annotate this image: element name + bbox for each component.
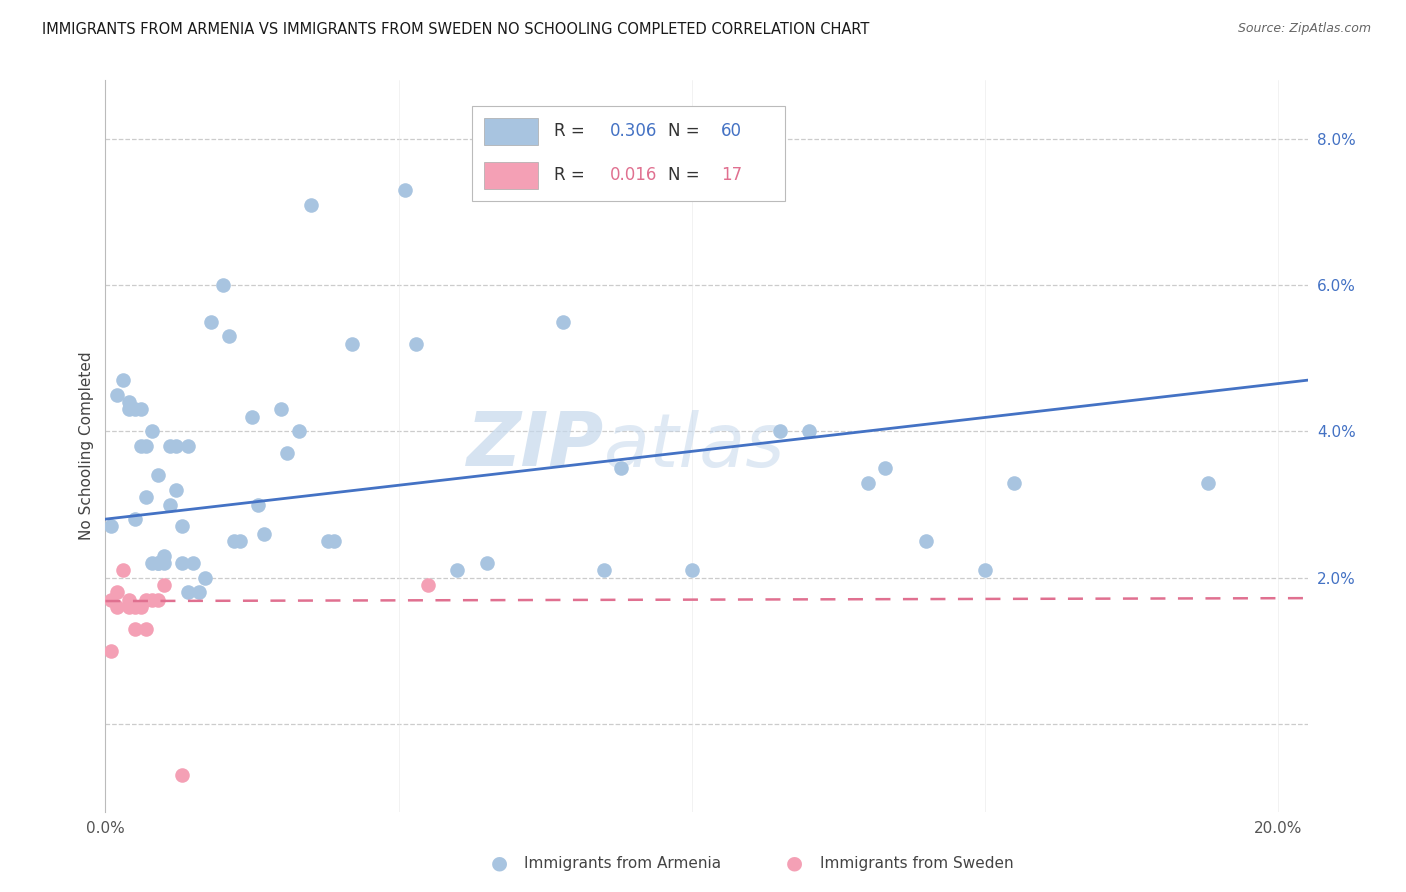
Text: R =: R =	[554, 167, 591, 185]
Point	[118, 395, 141, 409]
Point	[183, 556, 205, 570]
Point	[229, 534, 252, 549]
Point	[129, 402, 152, 417]
Point	[416, 578, 439, 592]
Text: Immigrants from Armenia: Immigrants from Armenia	[524, 856, 721, 871]
Point	[153, 549, 176, 563]
Point	[159, 498, 181, 512]
Point	[299, 197, 322, 211]
Point	[141, 556, 163, 570]
Point	[240, 409, 263, 424]
Point	[135, 622, 157, 636]
Point	[797, 425, 820, 439]
Point	[159, 439, 181, 453]
Point	[124, 622, 146, 636]
Point	[394, 183, 416, 197]
Point	[148, 556, 170, 570]
Point	[200, 315, 222, 329]
Point	[165, 439, 187, 453]
Point	[129, 599, 152, 614]
Point	[165, 483, 187, 497]
Point	[135, 490, 157, 504]
Point	[610, 461, 633, 475]
Point	[974, 563, 997, 577]
Y-axis label: No Schooling Completed: No Schooling Completed	[79, 351, 94, 541]
Point	[340, 336, 363, 351]
Point	[218, 329, 240, 343]
Point	[316, 534, 339, 549]
Point	[1002, 475, 1025, 490]
Text: ●: ●	[786, 854, 803, 873]
Point	[176, 439, 198, 453]
Point	[593, 563, 616, 577]
Point	[188, 585, 211, 599]
Text: Immigrants from Sweden: Immigrants from Sweden	[820, 856, 1014, 871]
Point	[105, 599, 128, 614]
FancyBboxPatch shape	[484, 119, 538, 145]
Point	[153, 556, 176, 570]
Point	[129, 439, 152, 453]
Point	[112, 373, 135, 387]
Point	[124, 599, 146, 614]
Point	[170, 556, 193, 570]
Text: R =: R =	[554, 122, 591, 140]
Text: 60: 60	[721, 122, 742, 140]
Point	[224, 534, 246, 549]
Text: IMMIGRANTS FROM ARMENIA VS IMMIGRANTS FROM SWEDEN NO SCHOOLING COMPLETED CORRELA: IMMIGRANTS FROM ARMENIA VS IMMIGRANTS FR…	[42, 22, 869, 37]
Point	[1197, 475, 1219, 490]
Point	[105, 585, 128, 599]
Point	[124, 512, 146, 526]
Text: N =: N =	[668, 167, 704, 185]
Point	[405, 336, 427, 351]
Point	[118, 592, 141, 607]
Point	[141, 425, 163, 439]
Point	[153, 578, 176, 592]
Point	[135, 439, 157, 453]
Point	[148, 556, 170, 570]
Point	[112, 563, 135, 577]
Point	[148, 468, 170, 483]
Text: N =: N =	[668, 122, 704, 140]
Text: ●: ●	[491, 854, 508, 873]
Text: 17: 17	[721, 167, 742, 185]
Point	[100, 644, 122, 658]
Point	[875, 461, 897, 475]
Point	[118, 599, 141, 614]
Point	[194, 571, 217, 585]
FancyBboxPatch shape	[472, 106, 785, 201]
Point	[148, 592, 170, 607]
Point	[124, 402, 146, 417]
Point	[118, 402, 141, 417]
Point	[769, 425, 792, 439]
Point	[475, 556, 498, 570]
Point	[100, 519, 122, 533]
Point	[681, 563, 703, 577]
FancyBboxPatch shape	[484, 162, 538, 188]
Text: Source: ZipAtlas.com: Source: ZipAtlas.com	[1237, 22, 1371, 36]
Point	[211, 278, 233, 293]
Point	[288, 425, 311, 439]
Point	[170, 768, 193, 782]
Point	[446, 563, 468, 577]
Point	[551, 315, 574, 329]
Point	[915, 534, 938, 549]
Text: ZIP: ZIP	[467, 409, 605, 483]
Text: 0.016: 0.016	[610, 167, 658, 185]
Point	[246, 498, 269, 512]
Point	[170, 519, 193, 533]
Point	[856, 475, 879, 490]
Point	[253, 526, 276, 541]
Point	[135, 592, 157, 607]
Point	[105, 388, 128, 402]
Point	[276, 446, 298, 460]
Text: 0.306: 0.306	[610, 122, 658, 140]
Point	[100, 592, 122, 607]
Point	[176, 585, 198, 599]
Point	[323, 534, 346, 549]
Point	[270, 402, 292, 417]
Point	[141, 592, 163, 607]
Text: atlas: atlas	[605, 410, 786, 482]
